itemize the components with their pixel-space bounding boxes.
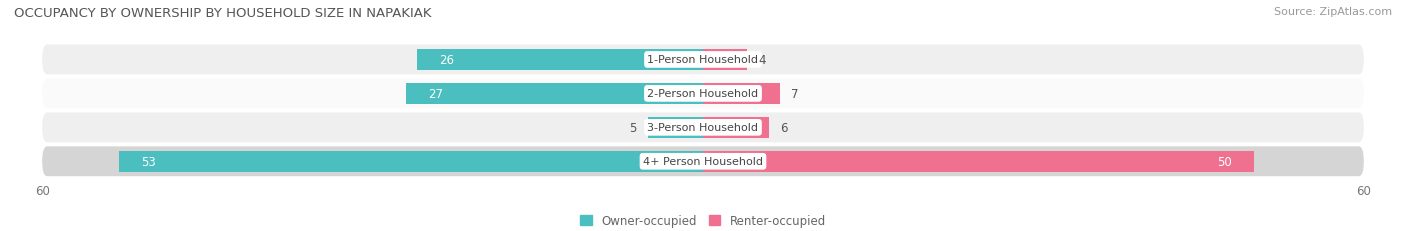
Text: 6: 6 [780, 121, 787, 134]
Text: 27: 27 [427, 88, 443, 100]
FancyBboxPatch shape [42, 113, 1364, 143]
Bar [703, 117, 769, 138]
Text: 7: 7 [792, 88, 799, 100]
Text: 5: 5 [630, 121, 637, 134]
Bar [405, 83, 703, 104]
Bar [703, 151, 1254, 172]
Text: 1-Person Household: 1-Person Household [648, 55, 758, 65]
Bar [703, 50, 747, 71]
Text: 3-Person Household: 3-Person Household [648, 123, 758, 133]
Bar [416, 50, 703, 71]
FancyBboxPatch shape [42, 45, 1364, 75]
Text: 26: 26 [439, 54, 454, 67]
Text: 4: 4 [758, 54, 766, 67]
Bar [120, 151, 703, 172]
Text: OCCUPANCY BY OWNERSHIP BY HOUSEHOLD SIZE IN NAPAKIAK: OCCUPANCY BY OWNERSHIP BY HOUSEHOLD SIZE… [14, 7, 432, 20]
Text: 4+ Person Household: 4+ Person Household [643, 157, 763, 167]
Text: 2-Person Household: 2-Person Household [647, 89, 759, 99]
Text: Source: ZipAtlas.com: Source: ZipAtlas.com [1274, 7, 1392, 17]
FancyBboxPatch shape [42, 147, 1364, 176]
Legend: Owner-occupied, Renter-occupied: Owner-occupied, Renter-occupied [579, 214, 827, 227]
Bar [703, 83, 780, 104]
Text: 53: 53 [141, 155, 156, 168]
FancyBboxPatch shape [42, 79, 1364, 109]
Bar [648, 117, 703, 138]
Text: 50: 50 [1218, 155, 1232, 168]
